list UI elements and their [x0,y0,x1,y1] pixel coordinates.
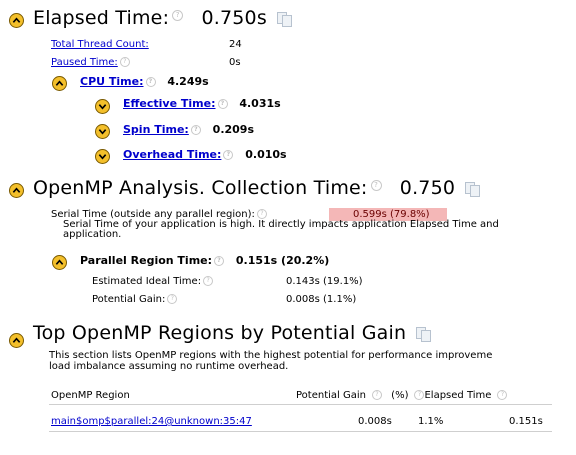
region-pct-value: 1.1% [418,416,444,427]
collapse-top-regions-toggle[interactable] [9,333,24,348]
effective-time-row: Effective Time:? 4.031s [123,97,281,110]
expand-effective-time-toggle[interactable] [95,99,110,114]
overhead-time-value: 0.010s [245,148,287,161]
help-icon[interactable]: ? [370,179,382,191]
copy-icon[interactable] [465,181,481,197]
help-icon[interactable]: ? [119,57,130,67]
spin-time-link[interactable]: Spin Time: [123,123,189,136]
total-thread-count-value: 24 [229,39,242,50]
cpu-time-row: CPU Time:? 4.249s [80,75,209,88]
copy-icon[interactable] [416,326,432,342]
potential-gain-row: Potential Gain:? [92,294,178,305]
help-icon[interactable]: ? [172,9,184,21]
serial-time-note-line2: application. [63,229,122,240]
chevron-up-icon [12,187,21,193]
help-icon[interactable]: ? [371,390,382,400]
chevron-up-icon [12,337,21,343]
top-regions-title: Top OpenMP Regions by Potential Gain [33,322,407,344]
help-icon[interactable]: ? [497,390,508,400]
total-thread-count-link[interactable]: Total Thread Count: [51,39,149,50]
copy-icon[interactable] [276,11,292,27]
collapse-elapsed-toggle[interactable] [9,13,24,28]
serial-time-note-line1: Serial Time of your application is high.… [63,219,499,230]
collapse-cpu-time-toggle[interactable] [52,76,67,91]
region-elapsed-value: 0.151s [509,416,543,427]
help-icon[interactable]: ? [203,276,214,286]
collapse-openmp-toggle[interactable] [9,183,24,198]
estimated-ideal-time-label: Estimated Ideal Time: [92,276,202,287]
spin-time-row: Spin Time:? 0.209s [123,123,254,136]
overhead-time-link[interactable]: Overhead Time: [123,148,222,161]
help-icon[interactable]: ? [214,256,225,266]
region-link[interactable]: main$omp$parallel:24@unknown:35:47 [51,416,252,427]
openmp-analysis-heading: OpenMP Analysis. Collection Time:? 0.750 [33,177,481,199]
estimated-ideal-time-row: Estimated Ideal Time:? [92,276,214,287]
chevron-up-icon [12,17,21,23]
column-header-elapsed-time: Elapsed Time [424,390,492,401]
potential-gain-label: Potential Gain: [92,294,166,305]
help-icon[interactable]: ? [223,150,234,160]
effective-time-link[interactable]: Effective Time: [123,97,216,110]
potential-gain-value: 0.008s (1.1%) [286,294,357,305]
help-icon[interactable]: ? [414,390,425,400]
overhead-time-row: Overhead Time:? 0.010s [123,148,287,161]
table-header-divider [49,404,552,405]
chevron-up-icon [55,80,64,86]
help-icon[interactable]: ? [256,209,267,219]
estimated-ideal-time-value: 0.143s (19.1%) [286,276,363,287]
help-icon[interactable]: ? [167,294,178,304]
spin-time-value: 0.209s [212,123,255,136]
parallel-region-label: Parallel Region Time: [80,254,213,267]
top-regions-description-line1: This section lists OpenMP regions with t… [49,350,493,361]
effective-time-value: 4.031s [239,97,281,110]
elapsed-time-value: 0.750s [201,7,267,29]
region-gain-value: 0.008s [358,416,392,427]
openmp-analysis-title: OpenMP Analysis. Collection Time: [33,177,368,199]
table-row-divider [49,431,552,432]
column-header-pct: (%) [391,390,409,401]
help-icon[interactable]: ? [217,99,228,109]
chevron-up-icon [55,259,64,265]
expand-spin-time-toggle[interactable] [95,124,110,139]
chevron-down-icon [98,129,107,135]
paused-time-value: 0s [229,57,241,68]
serial-time-value: 0.599s (79.8%) [329,208,447,221]
cpu-time-value: 4.249s [167,75,209,88]
expand-overhead-time-toggle[interactable] [95,149,110,164]
collapse-parallel-region-toggle[interactable] [52,255,67,270]
chevron-down-icon [98,154,107,160]
top-regions-heading: Top OpenMP Regions by Potential Gain [33,322,432,344]
chevron-down-icon [98,104,107,110]
paused-time-link[interactable]: Paused Time: [51,57,118,68]
elapsed-time-heading: Elapsed Time:? 0.750s [33,7,292,29]
collection-time-value: 0.750 [399,177,456,199]
help-icon[interactable]: ? [190,125,201,135]
serial-time-label: Serial Time (outside any parallel region… [51,209,255,220]
cpu-time-link[interactable]: CPU Time: [80,75,144,88]
serial-time-row: Serial Time (outside any parallel region… [51,209,267,220]
column-header-potential-gain: Potential Gain? (%)? Elapsed Time? [296,390,508,401]
parallel-region-value: 0.151s (20.2%) [235,254,330,267]
column-header-openmp-region: OpenMP Region [51,390,130,401]
parallel-region-row: Parallel Region Time:? 0.151s (20.2%) [80,254,329,267]
paused-time-row: Paused Time:? [51,57,130,68]
top-regions-description-line2: load imbalance assuming no runtime overh… [49,361,289,372]
elapsed-time-title: Elapsed Time: [33,7,170,29]
help-icon[interactable]: ? [145,77,156,87]
